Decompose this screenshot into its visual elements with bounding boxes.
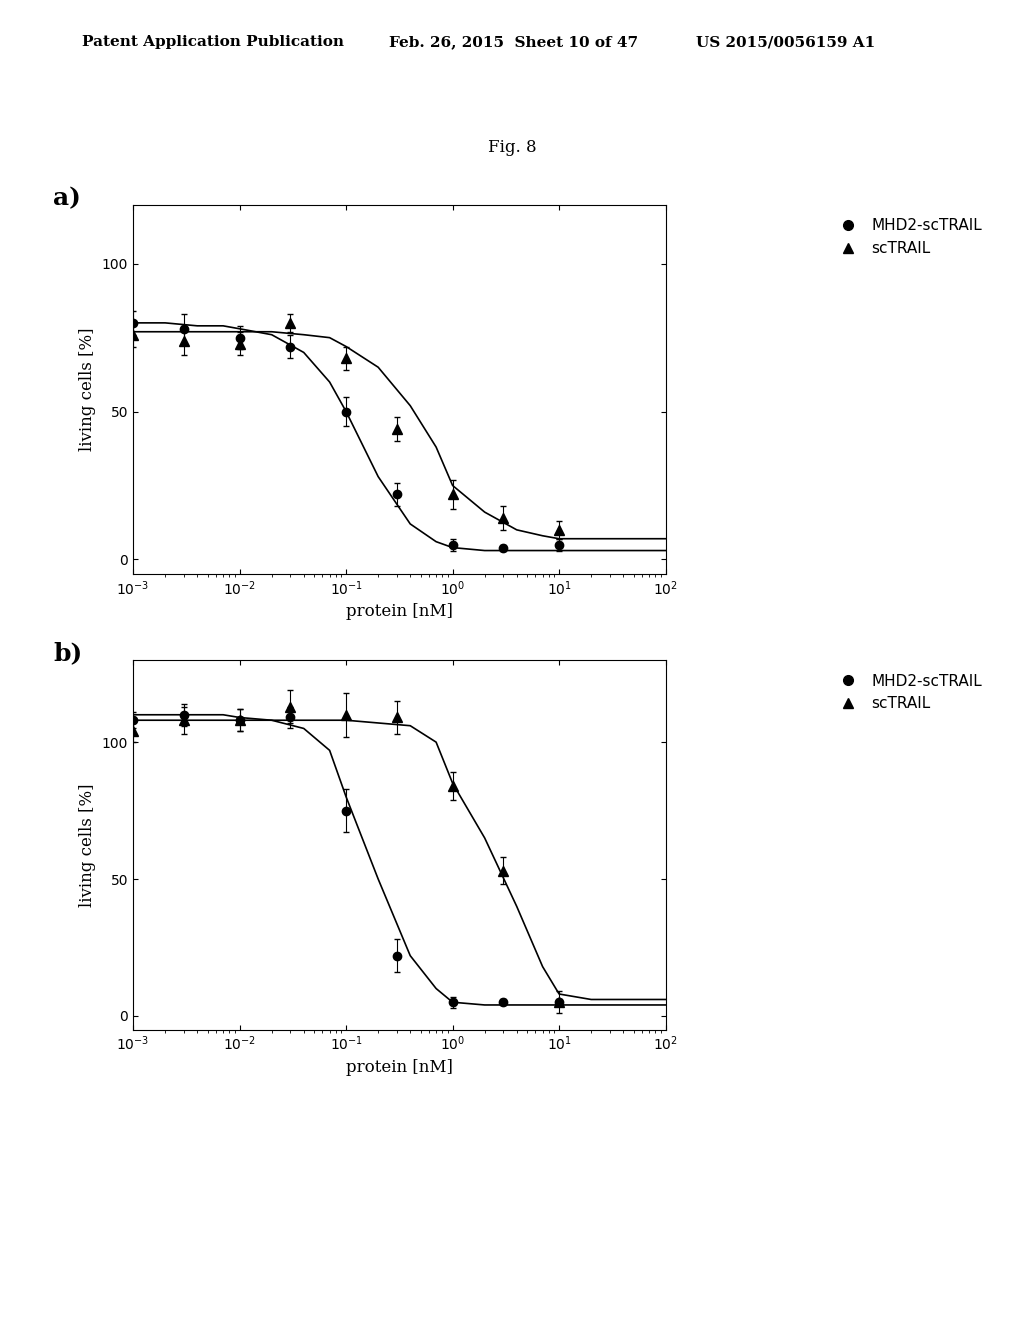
Text: Patent Application Publication: Patent Application Publication	[82, 36, 344, 49]
Y-axis label: living cells [%]: living cells [%]	[79, 327, 96, 451]
Text: Feb. 26, 2015  Sheet 10 of 47: Feb. 26, 2015 Sheet 10 of 47	[389, 36, 638, 49]
X-axis label: protein [nM]: protein [nM]	[346, 1059, 453, 1076]
Text: US 2015/0056159 A1: US 2015/0056159 A1	[696, 36, 876, 49]
Text: a): a)	[53, 186, 81, 210]
Text: b): b)	[53, 642, 83, 665]
Text: Fig. 8: Fig. 8	[487, 139, 537, 156]
Legend: MHD2-scTRAIL, scTRAIL: MHD2-scTRAIL, scTRAIL	[827, 213, 988, 263]
Legend: MHD2-scTRAIL, scTRAIL: MHD2-scTRAIL, scTRAIL	[827, 668, 988, 718]
X-axis label: protein [nM]: protein [nM]	[346, 603, 453, 620]
Y-axis label: living cells [%]: living cells [%]	[79, 783, 96, 907]
